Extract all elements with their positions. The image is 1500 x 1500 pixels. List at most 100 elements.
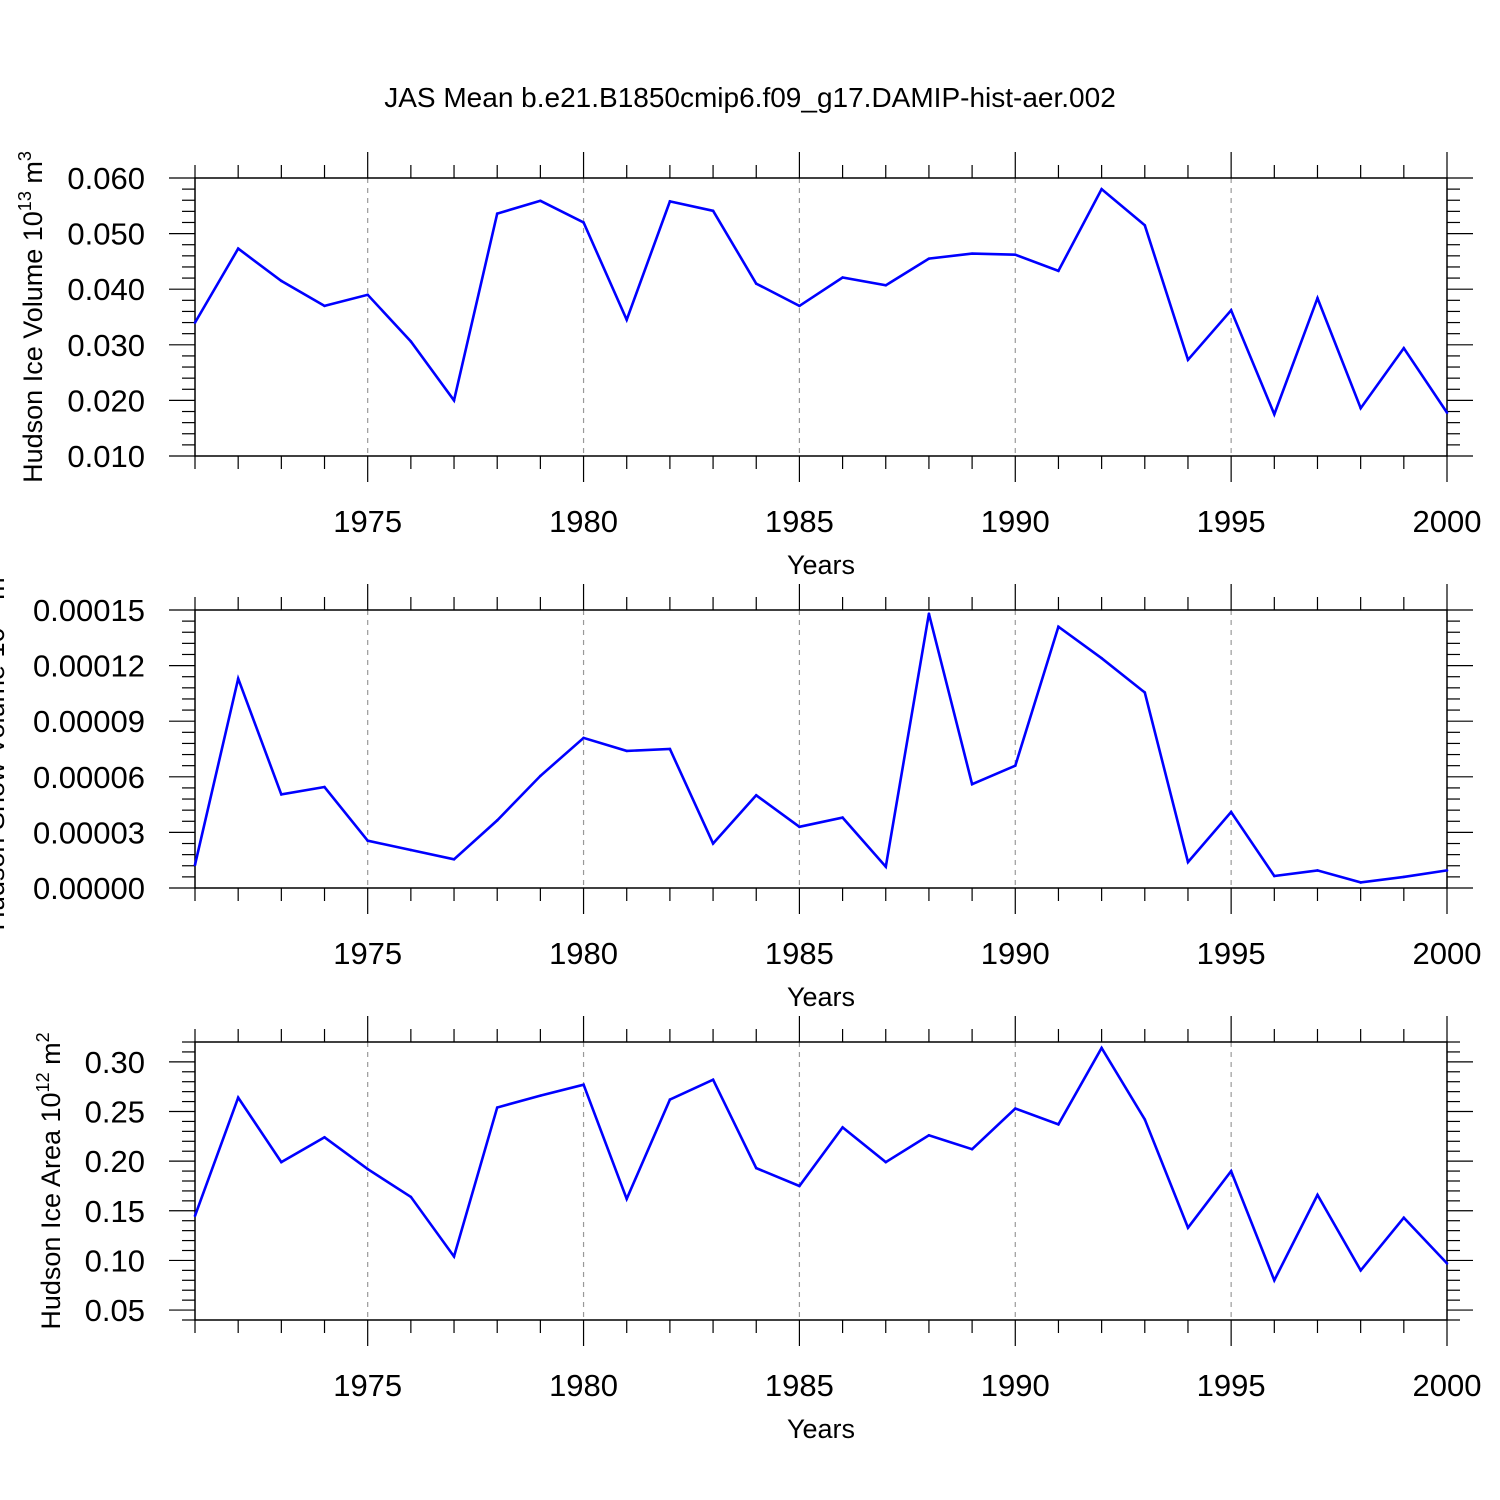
data-point: [1057, 1123, 1060, 1126]
data-point: [1100, 187, 1103, 191]
data-point: [1229, 309, 1233, 312]
data-point: [1359, 881, 1362, 884]
data-point: [495, 1106, 499, 1109]
data-point: [582, 736, 585, 740]
data-point: [1402, 1216, 1406, 1220]
data-point: [754, 282, 758, 285]
data-point: [1013, 253, 1017, 257]
series-line: [193, 1045, 1448, 1284]
y-tick-label: 0.15: [85, 1194, 145, 1229]
x-tick-label: 1980: [549, 1368, 618, 1403]
data-point: [1359, 406, 1362, 410]
x-axis-label: Years: [787, 1414, 855, 1444]
data-point: [754, 1166, 758, 1170]
data-point: [1229, 1169, 1233, 1173]
y-tick-label: 0.050: [67, 217, 145, 252]
data-point: [798, 304, 801, 308]
data-point: [884, 865, 888, 868]
data-point: [1143, 1118, 1147, 1121]
y-axis-label-unit: m: [36, 1042, 66, 1072]
data-point: [236, 247, 240, 250]
y-axis-label-unit: m: [18, 161, 48, 191]
data-point: [668, 1098, 672, 1101]
data-point: [1273, 413, 1276, 416]
data-point: [409, 340, 413, 343]
data-point: [366, 839, 369, 843]
data-point: [1143, 223, 1147, 227]
y-tick-label: 0.10: [85, 1243, 145, 1278]
data-point: [927, 1134, 931, 1137]
panel-1: 0.010 0.020 0.030 0.040 0.050 0.060 1975 1980 19…: [15, 151, 1481, 580]
data-point: [539, 199, 542, 203]
data-point: [582, 221, 585, 224]
x-tick-label: 1975: [333, 1368, 402, 1403]
x-tick-label: 1985: [765, 936, 834, 971]
chart-title: JAS Mean b.e21.B1850cmip6.f09_g17.DAMIP-…: [384, 82, 1116, 113]
y-axis-label-unit-exponent: 2: [33, 1032, 53, 1042]
data-point: [1445, 869, 1449, 872]
data-point: [280, 1160, 283, 1164]
y-axis-label-unit-exponent: 3: [15, 151, 35, 161]
x-tick-label: 2000: [1413, 936, 1482, 971]
data-point: [798, 825, 801, 829]
data-point: [970, 1147, 974, 1151]
y-tick-label: 0.030: [67, 328, 145, 363]
data-point: [884, 284, 888, 287]
data-point: [193, 1214, 197, 1218]
y-tick-label: 0.05: [85, 1293, 145, 1328]
plot-frame: [194, 177, 1448, 457]
y-axis-label: Hudson Snow Volume 1013 m3: [0, 567, 10, 930]
y-tick-label: 0.00006: [33, 760, 145, 795]
data-point: [539, 1094, 542, 1097]
y-tick-label: 0.00003: [33, 815, 145, 850]
x-tick-label: 1975: [333, 936, 402, 971]
data-point: [1316, 1193, 1319, 1197]
data-point: [798, 1184, 801, 1188]
y-tick-label: 0.020: [67, 383, 145, 418]
y-axis-label: Hudson Ice Area 1012 m2: [33, 1032, 66, 1329]
data-point: [884, 1160, 888, 1164]
data-point: [452, 1255, 456, 1258]
data-point: [193, 863, 197, 867]
x-tick-label: 1990: [981, 1368, 1050, 1403]
data-point: [711, 842, 715, 845]
y-axis-label: Hudson Ice Volume 1013 m3: [15, 151, 48, 483]
data-point: [927, 257, 931, 260]
y-tick-label: 0.00012: [33, 649, 145, 684]
x-axis-label: Years: [787, 982, 855, 1012]
x-tick-label: 1990: [981, 504, 1050, 539]
x-tick-label: 1985: [765, 504, 834, 539]
data-point: [1316, 296, 1319, 300]
x-tick-label: 1975: [333, 504, 402, 539]
data-point: [841, 1126, 844, 1129]
data-point: [366, 293, 369, 297]
x-tick-label: 2000: [1413, 1368, 1482, 1403]
data-point: [280, 279, 283, 283]
y-tick-label: 0.040: [67, 272, 145, 307]
data-point: [1013, 764, 1017, 767]
data-point: [582, 1083, 585, 1086]
data-point: [927, 612, 931, 616]
x-tick-label: 1995: [1197, 936, 1266, 971]
panel-3: 0.05 0.10 0.15 0.20 0.25 0.30 1975 1980 1985 1990…: [33, 1016, 1481, 1444]
data-point: [1402, 346, 1406, 350]
data-point: [409, 848, 413, 852]
data-point: [1273, 1278, 1276, 1282]
data-point: [1100, 656, 1103, 660]
data-point: [970, 782, 974, 786]
x-tick-label: 1985: [765, 1368, 834, 1403]
data-point: [625, 318, 629, 322]
data-point: [452, 399, 456, 402]
y-axis-label-text: Hudson Ice Volume 10: [18, 211, 48, 483]
x-axis-label: Years: [787, 550, 855, 580]
data-point: [236, 677, 240, 680]
data-point: [193, 321, 197, 324]
data-point: [323, 304, 326, 308]
data-point: [711, 209, 715, 213]
data-point: [323, 1136, 326, 1139]
series-line: [193, 187, 1449, 418]
x-tick-label: 1980: [549, 936, 618, 971]
panel-2: 0.00000 0.00003 0.00006 0.00009 0.00012 0.000…: [0, 567, 1482, 1012]
y-tick-label: 0.30: [85, 1045, 145, 1080]
